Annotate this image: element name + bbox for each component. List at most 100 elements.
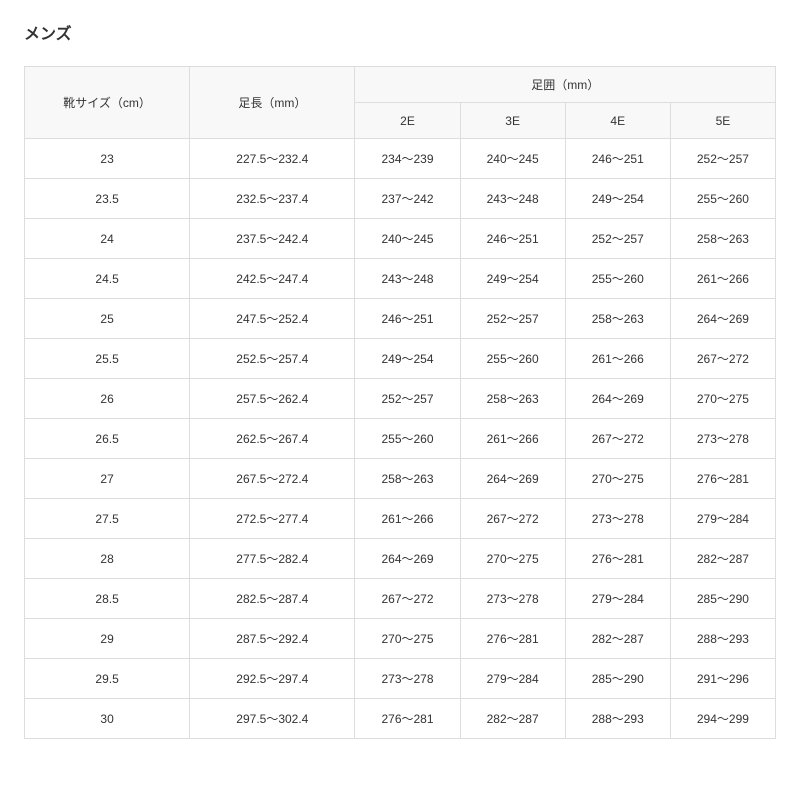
cell-foot-girth: 285～290 [670, 579, 775, 619]
table-row: 29287.5～292.4270～275276～281282～287288～29… [25, 619, 776, 659]
cell-shoe-size: 24.5 [25, 259, 190, 299]
table-row: 30297.5～302.4276～281282～287288～293294～29… [25, 699, 776, 739]
cell-foot-girth: 252～257 [670, 139, 775, 179]
cell-foot-length: 232.5～237.4 [190, 179, 355, 219]
cell-shoe-size: 28 [25, 539, 190, 579]
cell-foot-girth: 264～269 [670, 299, 775, 339]
cell-foot-girth: 276～281 [355, 699, 460, 739]
table-row: 29.5292.5～297.4273～278279～284285～290291～… [25, 659, 776, 699]
cell-foot-length: 277.5～282.4 [190, 539, 355, 579]
cell-foot-girth: 246～251 [355, 299, 460, 339]
table-row: 23227.5～232.4234～239240～245246～251252～25… [25, 139, 776, 179]
table-row: 26257.5～262.4252～257258～263264～269270～27… [25, 379, 776, 419]
col-foot-length: 足長（mm） [190, 67, 355, 139]
cell-foot-length: 287.5～292.4 [190, 619, 355, 659]
cell-foot-length: 297.5～302.4 [190, 699, 355, 739]
cell-foot-length: 272.5～277.4 [190, 499, 355, 539]
cell-shoe-size: 29 [25, 619, 190, 659]
page-title: メンズ [24, 20, 776, 44]
cell-foot-girth: 270～275 [460, 539, 565, 579]
cell-foot-girth: 261～266 [355, 499, 460, 539]
cell-shoe-size: 23.5 [25, 179, 190, 219]
cell-foot-girth: 258～263 [565, 299, 670, 339]
cell-shoe-size: 30 [25, 699, 190, 739]
col-width-5e: 5E [670, 103, 775, 139]
cell-foot-girth: 264～269 [460, 459, 565, 499]
cell-foot-girth: 255～260 [670, 179, 775, 219]
cell-shoe-size: 25.5 [25, 339, 190, 379]
cell-foot-girth: 279～284 [460, 659, 565, 699]
cell-foot-girth: 270～275 [565, 459, 670, 499]
cell-foot-girth: 249～254 [460, 259, 565, 299]
table-row: 28277.5～282.4264～269270～275276～281282～28… [25, 539, 776, 579]
table-row: 27.5272.5～277.4261～266267～272273～278279～… [25, 499, 776, 539]
cell-foot-girth: 258～263 [670, 219, 775, 259]
cell-foot-girth: 264～269 [355, 539, 460, 579]
cell-shoe-size: 27.5 [25, 499, 190, 539]
cell-foot-length: 262.5～267.4 [190, 419, 355, 459]
cell-foot-girth: 261～266 [565, 339, 670, 379]
cell-foot-girth: 288～293 [565, 699, 670, 739]
table-row: 28.5282.5～287.4267～272273～278279～284285～… [25, 579, 776, 619]
cell-foot-girth: 279～284 [565, 579, 670, 619]
cell-shoe-size: 28.5 [25, 579, 190, 619]
cell-foot-length: 247.5～252.4 [190, 299, 355, 339]
cell-foot-girth: 267～272 [355, 579, 460, 619]
cell-foot-girth: 270～275 [670, 379, 775, 419]
cell-foot-length: 292.5～297.4 [190, 659, 355, 699]
cell-foot-girth: 249～254 [355, 339, 460, 379]
cell-foot-length: 267.5～272.4 [190, 459, 355, 499]
cell-foot-girth: 285～290 [565, 659, 670, 699]
cell-foot-girth: 270～275 [355, 619, 460, 659]
cell-foot-girth: 252～257 [460, 299, 565, 339]
cell-foot-girth: 240～245 [460, 139, 565, 179]
cell-foot-girth: 255～260 [460, 339, 565, 379]
cell-foot-girth: 252～257 [565, 219, 670, 259]
cell-foot-girth: 267～272 [460, 499, 565, 539]
table-row: 25247.5～252.4246～251252～257258～263264～26… [25, 299, 776, 339]
cell-foot-girth: 273～278 [355, 659, 460, 699]
cell-foot-length: 237.5～242.4 [190, 219, 355, 259]
cell-shoe-size: 29.5 [25, 659, 190, 699]
cell-shoe-size: 26 [25, 379, 190, 419]
cell-foot-length: 242.5～247.4 [190, 259, 355, 299]
cell-foot-girth: 267～272 [670, 339, 775, 379]
cell-shoe-size: 25 [25, 299, 190, 339]
table-row: 24.5242.5～247.4243～248249～254255～260261～… [25, 259, 776, 299]
cell-foot-girth: 276～281 [670, 459, 775, 499]
cell-foot-girth: 255～260 [565, 259, 670, 299]
table-body: 23227.5～232.4234～239240～245246～251252～25… [25, 139, 776, 739]
cell-foot-girth: 276～281 [565, 539, 670, 579]
cell-foot-girth: 294～299 [670, 699, 775, 739]
cell-foot-girth: 240～245 [355, 219, 460, 259]
cell-foot-girth: 255～260 [355, 419, 460, 459]
cell-shoe-size: 26.5 [25, 419, 190, 459]
cell-foot-girth: 273～278 [670, 419, 775, 459]
cell-foot-girth: 273～278 [565, 499, 670, 539]
cell-foot-girth: 246～251 [565, 139, 670, 179]
col-shoe-size: 靴サイズ（cm） [25, 67, 190, 139]
cell-foot-girth: 243～248 [355, 259, 460, 299]
cell-foot-girth: 288～293 [670, 619, 775, 659]
cell-shoe-size: 23 [25, 139, 190, 179]
table-header: 靴サイズ（cm） 足長（mm） 足囲（mm） 2E 3E 4E 5E [25, 67, 776, 139]
cell-foot-girth: 252～257 [355, 379, 460, 419]
size-table: 靴サイズ（cm） 足長（mm） 足囲（mm） 2E 3E 4E 5E 23227… [24, 66, 776, 739]
cell-foot-girth: 246～251 [460, 219, 565, 259]
cell-foot-length: 252.5～257.4 [190, 339, 355, 379]
table-row: 27267.5～272.4258～263264～269270～275276～28… [25, 459, 776, 499]
col-width-4e: 4E [565, 103, 670, 139]
col-width-2e: 2E [355, 103, 460, 139]
cell-foot-girth: 258～263 [460, 379, 565, 419]
cell-foot-girth: 279～284 [670, 499, 775, 539]
table-row: 23.5232.5～237.4237～242243～248249～254255～… [25, 179, 776, 219]
cell-foot-girth: 237～242 [355, 179, 460, 219]
col-width-3e: 3E [460, 103, 565, 139]
cell-foot-length: 257.5～262.4 [190, 379, 355, 419]
cell-foot-girth: 282～287 [460, 699, 565, 739]
cell-foot-girth: 282～287 [565, 619, 670, 659]
cell-foot-girth: 273～278 [460, 579, 565, 619]
table-row: 25.5252.5～257.4249～254255～260261～266267～… [25, 339, 776, 379]
cell-foot-girth: 258～263 [355, 459, 460, 499]
cell-shoe-size: 24 [25, 219, 190, 259]
